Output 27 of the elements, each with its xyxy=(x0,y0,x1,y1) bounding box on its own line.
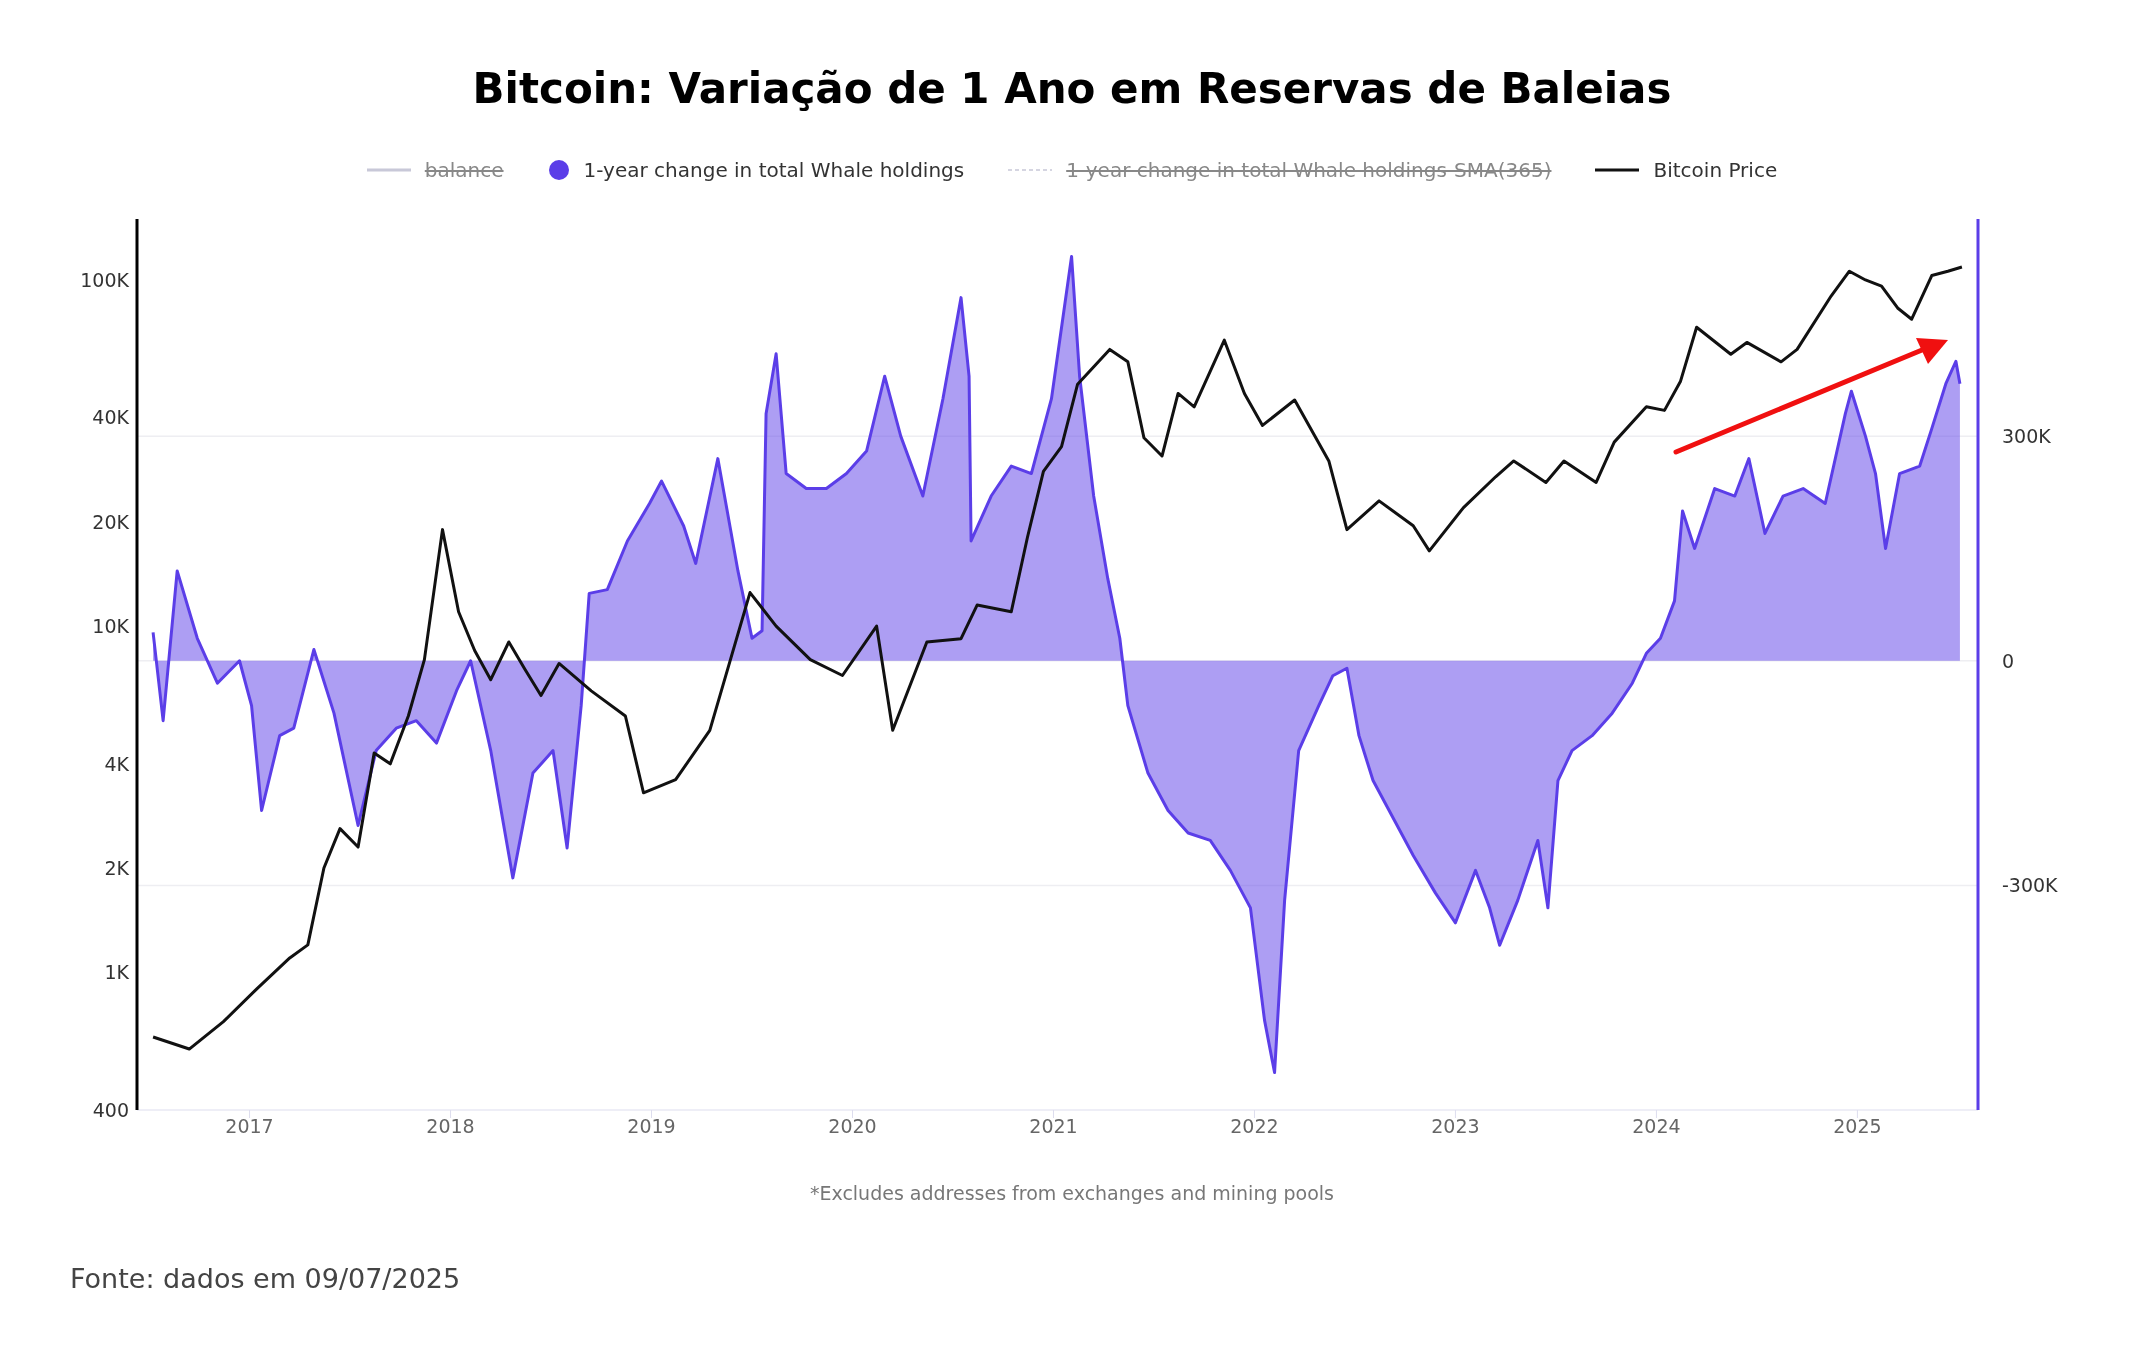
legend-label: 1-year change in total Whale holdings xyxy=(583,158,965,182)
x-tick-label: 2020 xyxy=(828,1115,877,1138)
chart-title: Bitcoin: Variação de 1 Ano em Reservas de Baleias xyxy=(471,64,1673,113)
y-tick-label: 40K xyxy=(92,406,130,429)
x-tick-label: 2022 xyxy=(1230,1115,1279,1138)
x-tick-label: 2018 xyxy=(426,1115,475,1138)
x-tick-label: 2021 xyxy=(1029,1115,1078,1138)
x-tick-label: 2019 xyxy=(627,1115,676,1138)
source-note: Fonte: dados em 09/07/2025 xyxy=(70,1263,461,1294)
y-tick-label: 1K xyxy=(104,961,130,983)
x-tick-label: 2023 xyxy=(1431,1115,1480,1138)
text: *Excludes addresses from exchanges and mining pools xyxy=(808,1182,1336,1204)
y-tick-label: 20K xyxy=(92,510,130,533)
legend-label: Bitcoin Price xyxy=(1653,158,1778,182)
y2-tick-label: -300K xyxy=(2002,874,2059,897)
y2-tick-label: 0 xyxy=(2002,649,2015,672)
y-tick-label: 4K xyxy=(104,752,130,775)
legend-label: balance xyxy=(424,158,504,182)
x-tick-label: 2024 xyxy=(1632,1115,1681,1138)
y-tick-label: 400 xyxy=(92,1098,129,1121)
y-tick-label: 2K xyxy=(104,856,130,879)
y-tick-label: 100K xyxy=(80,268,130,291)
x-tick-label: 2025 xyxy=(1833,1115,1882,1138)
x-tick-label: 2017 xyxy=(225,1115,274,1138)
legend-label: 1-year change in total Whale holdings-SMA(365) xyxy=(1066,158,1552,182)
y2-tick-label: 300K xyxy=(2002,424,2052,447)
y-tick-label: 10K xyxy=(92,614,130,637)
